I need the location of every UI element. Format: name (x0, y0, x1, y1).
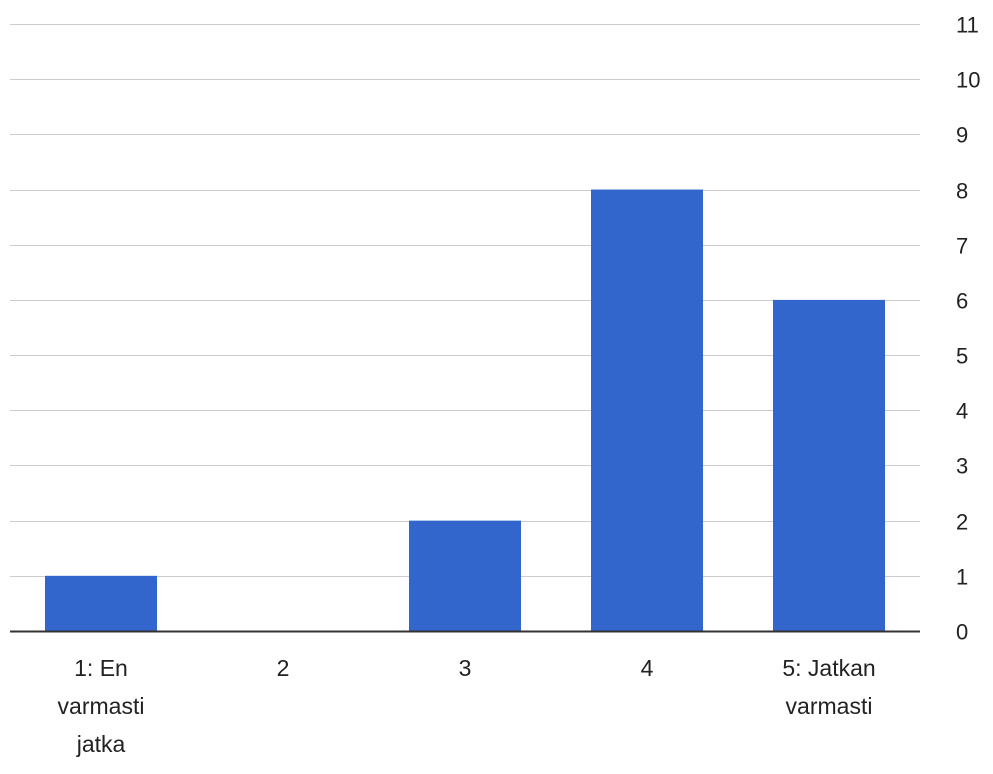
x-tick-label: 1: En varmasti jatka (58, 655, 145, 757)
y-tick-label: 4 (956, 399, 968, 424)
x-tick-label-line: 5: Jatkan (782, 655, 875, 681)
y-tick-label: 5 (956, 344, 968, 369)
y-tick-label: 3 (956, 454, 968, 479)
x-tick-label-line: varmasti (58, 693, 145, 719)
bar (409, 520, 521, 631)
y-tick-label: 9 (956, 123, 968, 148)
x-tick-label: 2 (277, 655, 290, 681)
x-tick-label-line: 1: En (74, 655, 128, 681)
x-tick-label-line: jatka (76, 731, 126, 757)
y-tick-label: 10 (956, 68, 980, 93)
y-tick-label: 7 (956, 234, 968, 259)
y-axis-tick-labels: 0 1 2 3 4 5 6 7 8 9 10 11 (956, 13, 980, 645)
y-tick-label: 11 (956, 13, 979, 38)
x-tick-label-line: varmasti (786, 693, 873, 719)
y-tick-label: 6 (956, 289, 968, 314)
bar (591, 189, 703, 631)
x-tick-label-line: 2 (277, 655, 290, 681)
bar (773, 299, 885, 631)
x-axis-tick-labels: 1: En varmasti jatka 2 3 4 5: Jatkan varmasti (58, 655, 876, 757)
gridlines (10, 24, 920, 577)
y-tick-label: 2 (956, 510, 968, 535)
bars (45, 189, 885, 631)
y-tick-label: 8 (956, 179, 968, 204)
x-tick-label-line: 3 (459, 655, 472, 681)
x-tick-label: 5: Jatkan varmasti (782, 655, 875, 719)
bar (45, 575, 157, 631)
x-tick-label: 3 (459, 655, 472, 681)
x-tick-label: 4 (641, 655, 654, 681)
y-tick-label: 1 (956, 565, 968, 590)
x-tick-label-line: 4 (641, 655, 654, 681)
y-tick-label: 0 (956, 620, 968, 645)
